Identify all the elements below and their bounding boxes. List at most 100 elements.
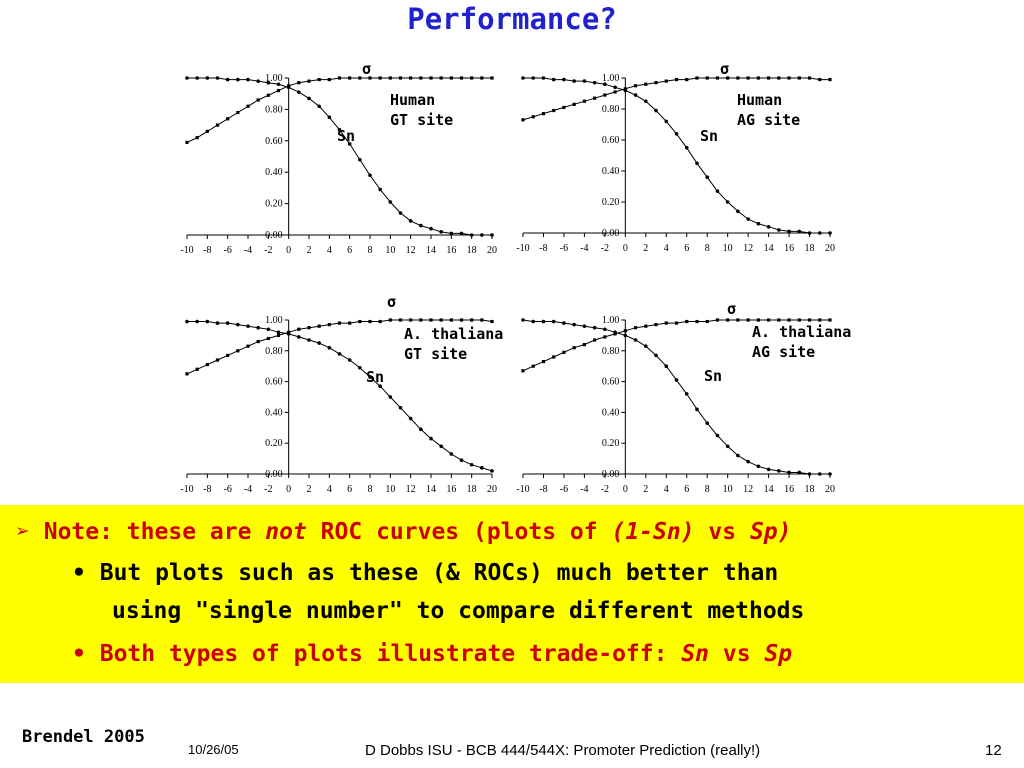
chart3-series1-point <box>236 349 240 353</box>
chart1-series1-point <box>348 76 352 80</box>
chart4-xtick-label: 2 <box>643 484 648 495</box>
chart1-ytick-label: 1.00 <box>265 73 283 84</box>
chart4-xtick-label: 4 <box>664 484 669 495</box>
chart2-series2-point <box>633 93 638 97</box>
chart1-series2-point <box>368 173 372 178</box>
chart2-series2-point <box>787 229 791 234</box>
chart3-series2-point <box>388 395 393 399</box>
chart4-series2-point <box>592 325 597 330</box>
chart4-series1-point <box>552 355 556 359</box>
chart2-series1-point <box>726 76 730 80</box>
chart3-series2-point <box>317 341 321 345</box>
chart1-series2-point <box>388 200 393 204</box>
chart3-series1-point <box>378 319 382 324</box>
chart1-series1-point <box>215 123 220 127</box>
chart3-series1-point <box>490 319 494 324</box>
chart3-xtick-label: 10 <box>385 484 395 495</box>
chart2-xtick-label: 18 <box>805 243 815 254</box>
chart2-series1-point <box>685 77 689 82</box>
chart1-series1-point <box>327 77 331 82</box>
chart4-series1-point <box>562 350 566 354</box>
chart2-series1-point <box>695 76 699 80</box>
chart3-sigma-label: σ <box>387 293 396 311</box>
chart2-ytick-label: 1.00 <box>602 73 620 84</box>
chart2-series2-point <box>705 175 709 179</box>
chart1-series2-point <box>195 76 199 80</box>
chart3-series2-point <box>236 322 240 327</box>
chart2-series1-point <box>736 76 740 80</box>
chart4-series2-point <box>572 322 576 327</box>
chart1-annotation-line1: Human <box>390 91 435 109</box>
chart4-xtick-label: 20 <box>825 484 835 495</box>
chart3-series2-point <box>337 352 342 356</box>
chart4-series2-point <box>725 444 730 449</box>
chart2-series1-point <box>705 76 709 80</box>
chart4-series2-point <box>797 470 802 475</box>
chart3-series1-point <box>195 367 199 371</box>
chart1-series2-point <box>215 76 220 80</box>
chart4-series2-point <box>777 469 781 473</box>
note-text-not: not <box>265 519 307 545</box>
chart1-series2-point <box>337 128 342 132</box>
chart3-series1-point <box>459 318 464 322</box>
chart3-series2-point <box>185 319 189 324</box>
chart4-sigma-label: σ <box>727 300 736 318</box>
chart1-xtick-label: 0 <box>286 245 291 256</box>
chart1-series1-point <box>276 88 281 93</box>
chart4-ytick-label: 0.20 <box>602 438 620 449</box>
chart2-series2-point <box>572 79 576 83</box>
chart1-series2-point <box>378 187 382 192</box>
chart3-series1-point <box>368 319 372 324</box>
chart2-series1-point <box>767 76 771 80</box>
chart4-series1-point <box>654 323 658 327</box>
chart3-xtick-label: 18 <box>467 484 477 495</box>
chart1-xtick-label: 12 <box>406 245 416 256</box>
chart3-series1-point <box>185 372 189 376</box>
chart2-annotation-line2: AG site <box>737 111 800 129</box>
chart2-ytick-label: 0.60 <box>602 135 620 146</box>
chart3-series2-point <box>398 405 403 410</box>
chart4-xtick-label: -2 <box>601 484 609 495</box>
chart4-series1-point <box>633 326 638 330</box>
chart3-series2-point <box>490 469 494 473</box>
chart3-series2-point <box>480 466 484 470</box>
note-line-2: • But plots such as these (& ROCs) much … <box>72 560 778 586</box>
chart4-series1-point <box>674 321 679 325</box>
chart4-series2-point <box>654 353 658 358</box>
chart4-series1-point <box>828 318 832 322</box>
chart3-series1-point <box>439 318 443 322</box>
chart4-xtick-label: 18 <box>805 484 815 495</box>
chart3-sn-label: Sn <box>366 368 384 386</box>
chart1-series2-point <box>286 85 291 90</box>
chart1-ytick-label: 0.20 <box>265 199 283 210</box>
note-line-3: using "single number" to compare differe… <box>112 598 805 624</box>
bullet-icon: • <box>72 560 86 586</box>
chart4-sn-label: Sn <box>704 367 722 385</box>
chart3-series1-point <box>337 321 342 325</box>
chart4-series2-point <box>684 392 689 396</box>
footer-page-number: 12 <box>985 742 1002 759</box>
chart4-series1-point <box>715 318 720 322</box>
note-text-sp: Sp) <box>749 519 792 545</box>
chart1-series1-point <box>226 117 230 121</box>
chart2-xtick-label: 4 <box>664 243 669 254</box>
chart2-xtick-label: 0 <box>623 243 628 254</box>
chart3-series2-point <box>408 416 413 421</box>
chart3-series2-point <box>195 319 199 324</box>
chart4-series1-point <box>531 364 535 368</box>
chart2-series2-point <box>582 79 587 83</box>
chart2-series1-point <box>521 118 525 122</box>
chart2-ytick-label: 0.20 <box>602 197 620 208</box>
chart2-series2-point <box>562 77 566 82</box>
chart2-ytick-label: 0.00 <box>602 228 620 239</box>
chart4-annotation-line1: A. thaliana <box>752 323 851 341</box>
chart1-series2-point <box>256 79 260 83</box>
chart1-series2-point <box>419 223 423 228</box>
chart4-series2-point <box>664 364 669 369</box>
chart2-series1-point <box>674 77 679 82</box>
chart1-series1-point <box>195 136 199 140</box>
chart1-xtick-label: 10 <box>385 245 395 256</box>
chart2-ytick-label: 0.40 <box>602 166 620 177</box>
note-text-vs: vs <box>694 519 750 545</box>
chart4-xtick-label: 10 <box>723 484 733 495</box>
